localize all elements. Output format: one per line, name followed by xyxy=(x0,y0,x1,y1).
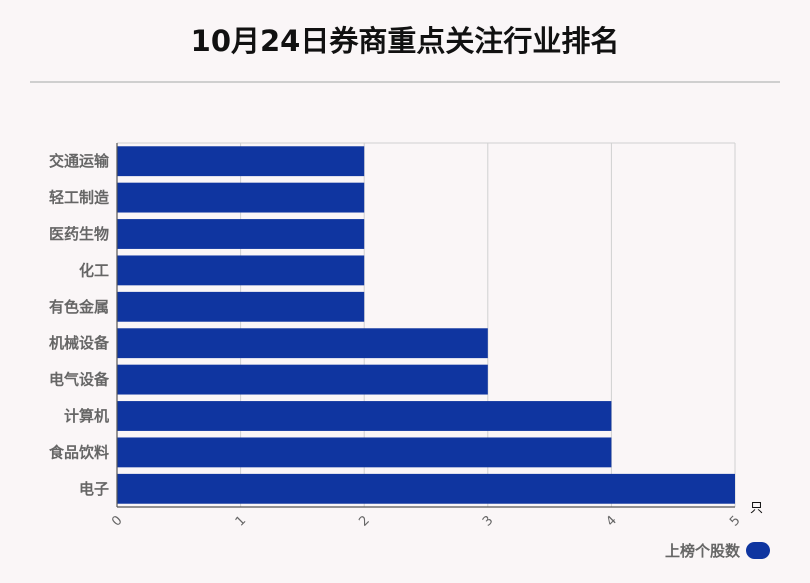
x-tick-labels: 0 1 2 3 4 5 xyxy=(109,513,743,529)
category-label-2: 医药生物 xyxy=(49,225,109,243)
legend[interactable]: 上榜个股数 xyxy=(665,540,770,561)
bar-8 xyxy=(117,437,612,468)
chart-title: 10月24日券商重点关注行业排名 xyxy=(190,24,620,58)
x-tick-label-5: 5 xyxy=(727,513,743,529)
category-label-9: 电子 xyxy=(79,480,109,498)
bars xyxy=(117,146,735,504)
x-tick-label-4: 4 xyxy=(604,513,620,529)
bar-0 xyxy=(117,146,365,177)
bar-9 xyxy=(117,473,735,504)
bar-4 xyxy=(117,291,365,322)
bar-3 xyxy=(117,255,365,286)
category-label-7: 计算机 xyxy=(64,407,109,425)
bar-2 xyxy=(117,219,365,249)
category-label-8: 食品饮料 xyxy=(49,443,109,461)
x-tick-label-0: 0 xyxy=(109,513,125,529)
axes xyxy=(116,143,735,508)
x-tick-label-1: 1 xyxy=(233,513,249,529)
bar-1 xyxy=(117,182,365,213)
x-tick-label-2: 2 xyxy=(356,513,372,529)
category-label-0: 交通运输 xyxy=(49,152,110,170)
category-label-6: 电气设备 xyxy=(49,371,110,389)
category-label-1: 轻工制造 xyxy=(49,189,109,207)
legend-swatch xyxy=(746,542,770,559)
bar-5 xyxy=(117,328,488,359)
bar-7 xyxy=(117,401,612,431)
bar-6 xyxy=(117,364,488,395)
category-label-3: 化工 xyxy=(79,261,109,279)
category-label-4: 有色金属 xyxy=(49,298,109,316)
x-tick-label-3: 3 xyxy=(480,513,496,529)
x-unit-label: 只 xyxy=(750,501,763,516)
legend-label: 上榜个股数 xyxy=(664,542,740,560)
title-divider xyxy=(30,81,780,83)
category-label-5: 机械设备 xyxy=(49,334,110,352)
